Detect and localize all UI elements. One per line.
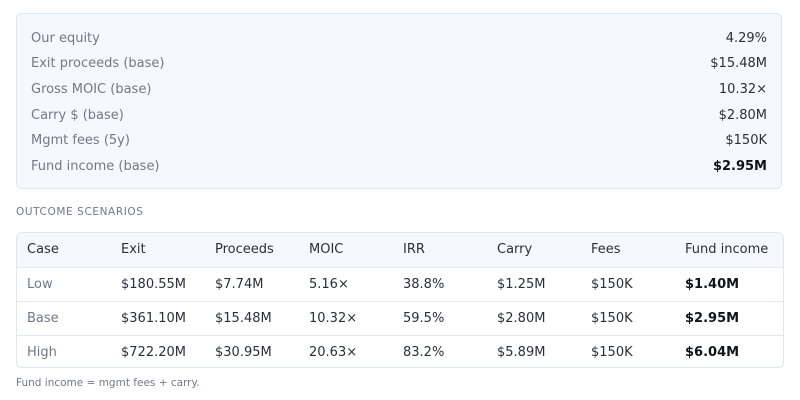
summary-value: $150K [725,133,767,149]
table-cell: $150K [591,277,633,292]
table-cell: Base [27,311,59,326]
summary-row: Our equity 4.29% [31,28,767,48]
table-cell: $150K [591,345,633,360]
table-cell: $2.95M [685,311,740,326]
table-cell: 38.8% [403,277,445,292]
footnote: Fund income = mgmt fees + carry. [16,377,200,389]
column-header: MOIC [309,242,344,257]
table-cell: $180.55M [121,277,186,292]
table-cell: Low [27,277,53,292]
summary-label: Fund income (base) [31,159,160,174]
table-cell: $150K [591,311,633,326]
summary-label: Carry $ (base) [31,107,124,123]
column-header: IRR [403,242,425,257]
summary-row: Fund income (base) $2.95M [31,157,767,177]
table-cell: High [27,345,57,360]
table-row: Low $180.55M $7.74M 5.16× 38.8% $1.25M $150K $1… [17,267,783,302]
summary-row: Mgmt fees (5y) $150K [31,131,767,151]
table-cell: $30.95M [215,345,272,360]
table-cell: $1.40M [685,277,740,292]
summary-label: Our equity [31,30,100,46]
column-header: Exit [121,242,146,257]
section-title: OUTCOME SCENARIOS [16,206,144,218]
summary-card: Our equity 4.29% Exit proceeds (base) $15.4… [16,13,782,189]
column-header: Carry [497,242,533,257]
summary-value: $2.80M [718,107,767,123]
column-header: Fees [591,242,621,257]
table-cell: 59.5% [403,311,445,326]
table-cell: $722.20M [121,345,186,360]
table-row: High $722.20M $30.95M 20.63× 83.2% $5.89M $150… [17,335,783,367]
summary-label: Mgmt fees (5y) [31,133,130,149]
summary-row: Carry $ (base) $2.80M [31,105,767,125]
summary-value: $15.48M [710,56,767,72]
table-cell: 10.32× [309,311,358,326]
table-cell: $15.48M [215,311,272,326]
column-header: Case [27,242,59,257]
table-cell: 5.16× [309,277,349,292]
table-cell: 83.2% [403,345,445,360]
scenario-table: Case Exit Proceeds MOIC IRR Carry Fees Fund inc… [16,232,784,368]
header-row: Case Exit Proceeds MOIC IRR Carry Fees Fund inc… [17,233,783,267]
summary-value: $2.95M [712,159,767,174]
table-row: Base $361.10M $15.48M 10.32× 59.5% $2.80M $150… [17,301,783,336]
summary-value: 4.29% [725,30,767,46]
summary-value: 10.32× [718,81,767,97]
column-header: Fund income [685,242,769,257]
summary-row: Exit proceeds (base) $15.48M [31,54,767,74]
table-cell: $5.89M [497,345,546,360]
table-cell: $2.80M [497,311,546,326]
table-cell: $6.04M [685,345,740,360]
column-header: Proceeds [215,242,274,257]
table-cell: $7.74M [215,277,264,292]
summary-label: Exit proceeds (base) [31,56,165,72]
table-cell: 20.63× [309,345,358,360]
table-cell: $361.10M [121,311,186,326]
table-cell: $1.25M [497,277,546,292]
summary-row: Gross MOIC (base) 10.32× [31,79,767,99]
summary-label: Gross MOIC (base) [31,81,152,97]
